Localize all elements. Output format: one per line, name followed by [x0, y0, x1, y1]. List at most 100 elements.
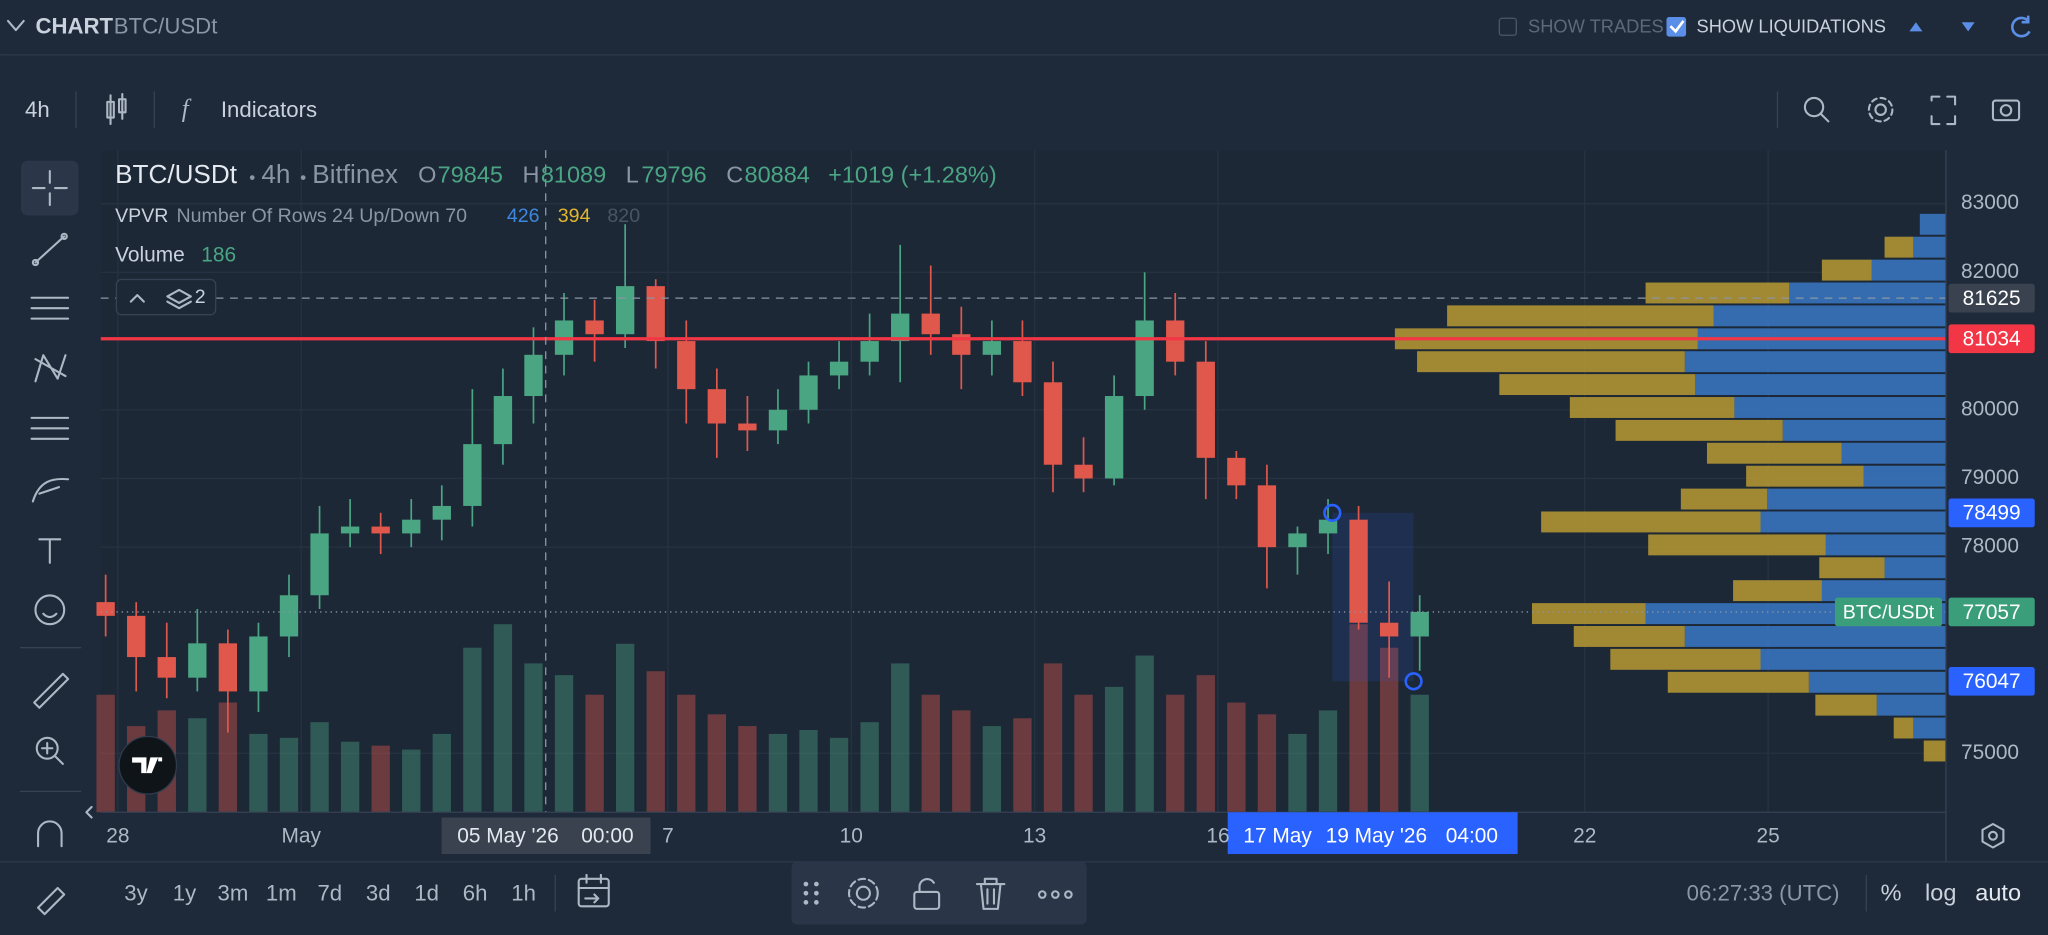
show-trades[interactable]: SHOW TRADES — [1528, 15, 1664, 36]
candle-body — [860, 341, 879, 362]
range-anchor[interactable] — [1404, 672, 1423, 691]
y-tick-label: 79000 — [1961, 466, 2019, 489]
profile-down — [1893, 717, 1914, 739]
profile-up — [1734, 397, 1946, 418]
x-tick-label: May — [282, 825, 322, 848]
x-tick-label: 16 — [1206, 825, 1229, 848]
volume-bar — [1227, 702, 1246, 813]
volume-bar — [310, 722, 329, 813]
ohlc-value: 79845 — [438, 161, 503, 187]
candle-body — [1196, 361, 1215, 458]
candle-body — [1227, 457, 1246, 486]
volume-bar — [799, 729, 818, 813]
checkbox[interactable] — [1666, 16, 1687, 37]
volume-bar — [249, 733, 268, 813]
legend-exchange: Bitfinex — [312, 159, 398, 189]
profile-down — [1615, 419, 1783, 441]
logo-mark — [132, 757, 163, 774]
percent-toggle[interactable]: % — [1881, 880, 1902, 906]
range-button[interactable]: 1d — [414, 880, 439, 905]
range-button[interactable]: 7d — [317, 880, 342, 905]
range-button[interactable]: 1y — [173, 880, 197, 905]
indicators[interactable]: Indicators — [221, 97, 317, 122]
candle-body — [1043, 382, 1063, 465]
y-tick-label: 82000 — [1961, 260, 2019, 283]
down-arrow[interactable] — [1961, 22, 1975, 32]
profile-down — [1819, 557, 1885, 579]
symbol: BTC/USDt — [114, 13, 218, 38]
price-badge — [1948, 498, 2035, 528]
candle-body — [340, 526, 360, 534]
dot — [249, 175, 255, 180]
candle-body — [707, 389, 727, 424]
candle-icon[interactable] — [106, 92, 127, 126]
floating-toolbar-icons[interactable] — [803, 877, 1073, 910]
candle-body — [982, 341, 1002, 355]
check-mark — [1669, 20, 1685, 34]
refresh-icon[interactable] — [2011, 15, 2031, 38]
volume-bar — [524, 663, 543, 813]
candle-body — [1166, 320, 1185, 362]
candle-body — [524, 354, 543, 397]
profile-down — [1541, 511, 1761, 533]
profile-down — [1531, 603, 1646, 625]
x-tick-label: 13 — [1023, 825, 1046, 848]
range-button[interactable]: 1m — [266, 880, 297, 905]
range-button[interactable]: 3y — [124, 880, 148, 905]
volume-bar — [432, 733, 451, 813]
range-button[interactable]: 6h — [463, 880, 488, 905]
up-arrow[interactable] — [1909, 22, 1923, 32]
interval[interactable]: 4h — [25, 97, 50, 122]
profile-up — [1871, 259, 1946, 281]
volume-bar — [615, 643, 635, 813]
volume-bar — [768, 733, 788, 813]
price-badge-label: 78499 — [1963, 502, 2021, 525]
profile-down — [1667, 671, 1809, 693]
settings-icon[interactable] — [1981, 822, 2005, 849]
profile-up — [1841, 442, 1946, 464]
toolbar-icons[interactable] — [1803, 95, 2021, 126]
range-button[interactable]: 3d — [366, 880, 391, 905]
volume-bar — [738, 726, 757, 813]
profile-down — [1573, 626, 1685, 647]
y-tick-label: 75000 — [1961, 741, 2019, 764]
vpvr-settings: Number Of Rows 24 Up/Down 70 — [176, 205, 467, 227]
candle-body — [677, 341, 696, 390]
checkbox[interactable] — [1498, 17, 1517, 36]
volume-bar — [493, 624, 513, 813]
range-button[interactable]: 3m — [217, 880, 248, 905]
candle-body — [1318, 519, 1338, 534]
scroll-left[interactable] — [85, 805, 93, 819]
layers-toggle[interactable] — [115, 278, 217, 316]
x-tick-label: 25 — [1756, 825, 1779, 848]
show-liquidations[interactable]: SHOW LIQUIDATIONS — [1697, 15, 1886, 36]
ohlc-value: 80884 — [745, 161, 810, 187]
collapse-icon[interactable] — [6, 19, 25, 32]
fx-icon[interactable]: f — [182, 96, 192, 123]
candle-body — [279, 595, 299, 637]
legend-interval: 4h — [261, 159, 290, 189]
plot-area — [100, 150, 1946, 813]
selected-tool[interactable] — [21, 160, 79, 216]
price-badge — [1948, 666, 2035, 696]
volume-bar — [1288, 733, 1307, 813]
plot — [96, 150, 1946, 813]
volume-bar — [860, 722, 879, 813]
drawing-tools[interactable] — [30, 170, 70, 916]
logo[interactable] — [118, 735, 178, 795]
symbol-badge — [1834, 597, 1943, 627]
range-anchor[interactable] — [1323, 503, 1342, 523]
goto-date-icon[interactable] — [577, 873, 610, 908]
candle-body — [891, 313, 910, 342]
volume-bar — [1074, 694, 1093, 813]
profile-down — [1569, 397, 1735, 418]
auto-toggle[interactable]: auto — [1975, 880, 2021, 906]
volume-bar — [982, 726, 1002, 813]
range-button[interactable]: 1h — [511, 880, 536, 905]
vpvr-down: 394 — [558, 205, 591, 227]
candle-body — [1257, 485, 1277, 548]
log-toggle[interactable]: log — [1925, 880, 1956, 906]
volume-bar — [340, 741, 360, 813]
price-badge-label: 81625 — [1963, 287, 2021, 310]
